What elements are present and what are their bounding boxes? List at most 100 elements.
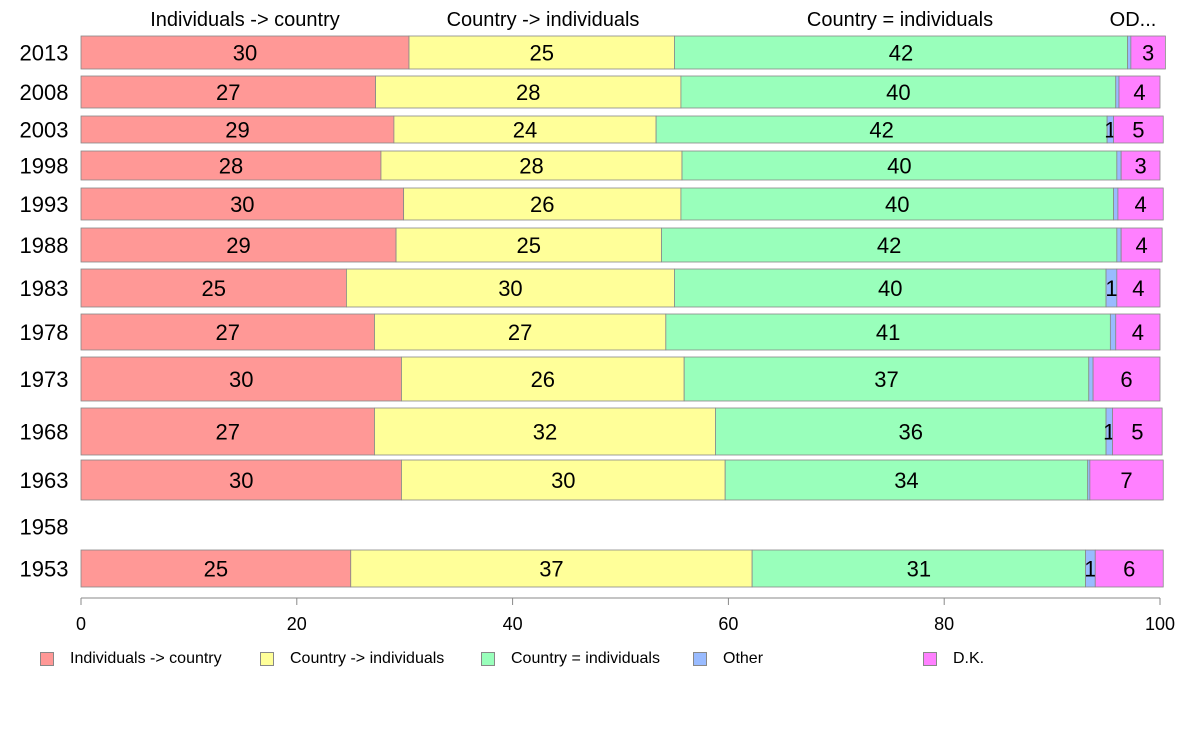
bar-segment <box>80 115 395 144</box>
category-label: 1953 <box>20 557 69 582</box>
data-label: 27 <box>508 320 532 345</box>
category-label: 2008 <box>20 80 69 105</box>
legend-label: Other <box>723 650 764 667</box>
bar-segment <box>80 549 352 588</box>
category-label: 2013 <box>20 41 69 66</box>
data-label: 37 <box>539 557 563 582</box>
bar-segment <box>1116 227 1122 263</box>
data-label: 28 <box>519 154 543 179</box>
category-label: 2003 <box>20 118 69 143</box>
data-label: 42 <box>877 233 901 258</box>
legend-label: Individuals -> country <box>70 650 222 667</box>
legend-item: Country = individuals <box>481 650 660 668</box>
legend-swatch <box>481 652 495 666</box>
data-label: 5 <box>1132 118 1144 143</box>
x-tick-label: 60 <box>718 614 738 634</box>
legend-swatch <box>693 652 707 666</box>
bar-segment <box>1115 75 1120 109</box>
legend-swatch <box>923 652 937 666</box>
bar-segment <box>1118 75 1161 109</box>
bar-segment <box>1117 187 1164 221</box>
data-label: 30 <box>229 468 253 493</box>
bar-segment <box>80 75 376 109</box>
bar-segment <box>374 407 716 456</box>
bar-segment <box>374 313 667 351</box>
category-label: 1978 <box>20 320 69 345</box>
bar-segment <box>80 268 347 308</box>
data-label: 25 <box>204 557 228 582</box>
data-label: 41 <box>876 320 900 345</box>
legend-item: Country -> individuals <box>260 650 444 668</box>
data-label: 42 <box>869 118 893 143</box>
bar-segment <box>1130 35 1166 70</box>
data-label: 3 <box>1134 154 1146 179</box>
bar-segment <box>661 227 1118 263</box>
data-label: 34 <box>894 468 918 493</box>
legend-label: D.K. <box>953 650 985 667</box>
legend-swatch <box>260 652 274 666</box>
legend-item: Individuals -> country <box>40 650 222 668</box>
bar-segment <box>80 150 382 181</box>
data-label: 3 <box>1142 41 1154 66</box>
bar-segment <box>380 150 683 181</box>
data-label: 1 <box>1105 276 1117 301</box>
data-label: 4 <box>1136 233 1148 258</box>
bar-segment <box>715 407 1107 456</box>
legend-item: D.K. <box>923 650 984 668</box>
bar-segment <box>1109 313 1117 351</box>
bar-segment <box>401 356 685 402</box>
x-tick-label: 40 <box>503 614 523 634</box>
category-label: 1958 <box>20 515 69 540</box>
category-label: 1968 <box>20 420 69 445</box>
data-label: 28 <box>219 154 243 179</box>
data-label: 29 <box>225 118 249 143</box>
bar-segment <box>683 356 1090 402</box>
column-header: Country = individuals <box>807 9 993 31</box>
bar-segment <box>408 35 675 70</box>
bar-segment <box>751 549 1086 588</box>
data-label: 4 <box>1132 276 1144 301</box>
bar-segment <box>1120 150 1161 181</box>
bar-segment <box>375 75 682 109</box>
bar-segment <box>1116 150 1122 181</box>
data-label: 25 <box>529 41 553 66</box>
bar-segment <box>1092 356 1161 402</box>
category-label: 1988 <box>20 233 69 258</box>
bar-segment <box>1115 313 1161 351</box>
data-label: 30 <box>498 276 522 301</box>
column-header: Country -> individuals <box>447 9 640 31</box>
data-label: 30 <box>551 468 575 493</box>
data-label: 7 <box>1120 468 1132 493</box>
legend: Individuals -> country Country -> individ… <box>40 650 1150 672</box>
bar-segment <box>1113 115 1164 144</box>
data-label: 42 <box>889 41 913 66</box>
legend-swatch <box>40 652 54 666</box>
column-header: OD... <box>1110 9 1157 31</box>
data-label: 40 <box>886 80 910 105</box>
bar-segment <box>1120 227 1163 263</box>
category-label: 1983 <box>20 276 69 301</box>
data-label: 27 <box>216 80 240 105</box>
bar-segment <box>1088 356 1094 402</box>
data-label: 40 <box>885 192 909 217</box>
bar-segment <box>346 268 675 308</box>
data-label: 5 <box>1131 420 1143 445</box>
data-label: 27 <box>216 320 240 345</box>
data-label: 27 <box>216 420 240 445</box>
data-label: 29 <box>226 233 250 258</box>
data-label: 6 <box>1120 367 1132 392</box>
data-label: 25 <box>201 276 225 301</box>
data-label: 24 <box>513 118 537 143</box>
data-label: 32 <box>533 420 557 445</box>
category-label: 1963 <box>20 468 69 493</box>
bar-segment <box>1089 459 1164 501</box>
data-label: 30 <box>233 41 257 66</box>
bar-segment <box>1127 35 1132 70</box>
legend-label: Country -> individuals <box>290 650 445 667</box>
bar-segment <box>80 313 375 351</box>
bar-segment <box>393 115 657 144</box>
bar-segment <box>80 407 375 456</box>
bar-segment <box>681 150 1118 181</box>
data-label: 36 <box>899 420 923 445</box>
